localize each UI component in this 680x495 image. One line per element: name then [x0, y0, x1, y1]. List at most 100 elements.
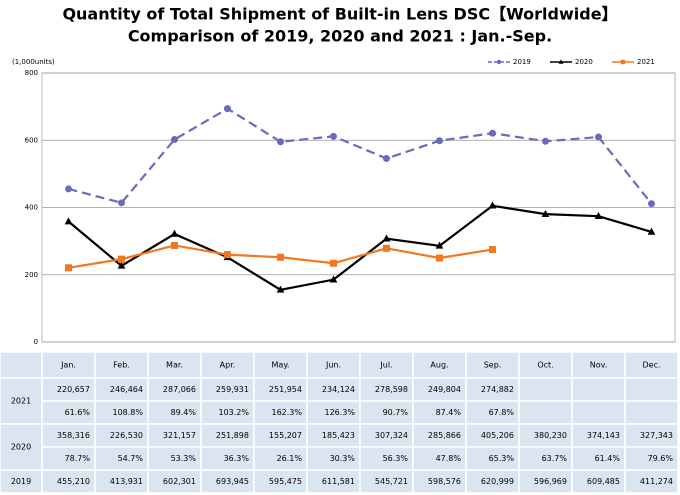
legend-marker [620, 59, 626, 65]
legend-label: 2019 [513, 58, 531, 66]
point [382, 234, 391, 242]
point [224, 105, 231, 113]
table-percent: 108.8% [112, 408, 143, 417]
table-value: 251,954 [269, 385, 302, 394]
point [383, 244, 390, 252]
table-cell [624, 351, 679, 379]
legend-label: 2021 [637, 58, 655, 66]
table-value: 287,066 [163, 385, 196, 394]
point [435, 241, 444, 249]
table-value: 405,206 [481, 431, 514, 440]
table-cell [571, 351, 626, 379]
point [276, 285, 285, 293]
table-value: 609,485 [587, 477, 620, 486]
point [329, 275, 338, 283]
y-tick-label: 0 [34, 338, 38, 346]
point [171, 241, 178, 249]
table-value: 249,804 [428, 385, 461, 394]
point [224, 251, 231, 259]
table-cell [94, 351, 149, 379]
y-tick-label: 400 [25, 204, 38, 212]
table-percent: 30.3% [330, 454, 356, 463]
table-value: 602,301 [163, 477, 196, 486]
table-value: 251,898 [216, 431, 249, 440]
table-percent: 79.6% [648, 454, 674, 463]
table-value: 595,475 [269, 477, 302, 486]
table-value: 693,945 [216, 477, 249, 486]
table-value: 374,143 [587, 431, 620, 440]
table-percent: 65.3% [489, 454, 515, 463]
y-tick-label: 800 [25, 69, 38, 77]
table-percent: 61.4% [595, 454, 621, 463]
point [541, 209, 550, 217]
chart-subtitle: Comparison of 2019, 2020 and 2021 : Jan.… [128, 27, 552, 46]
point [277, 138, 284, 146]
column-header: Mar. [166, 361, 183, 370]
table-value: 246,464 [110, 385, 143, 394]
table-value: 220,657 [57, 385, 90, 394]
row-label: 2020 [11, 443, 31, 452]
table-value: 611,581 [322, 477, 355, 486]
table-percent: 103.2% [218, 408, 249, 417]
table-cell [0, 377, 43, 425]
table-percent: 56.3% [383, 454, 409, 463]
column-header: Oct. [537, 361, 553, 370]
column-header: Jan. [60, 361, 76, 370]
point [595, 133, 602, 141]
point [117, 261, 126, 269]
table-percent: 54.7% [118, 454, 144, 463]
column-header: Jul. [379, 361, 392, 370]
table-percent: 63.7% [542, 454, 568, 463]
point [436, 137, 443, 145]
table-value: 234,124 [322, 385, 355, 394]
table-value: 545,721 [375, 477, 408, 486]
point [594, 211, 603, 219]
table-value: 226,530 [110, 431, 143, 440]
series-line [68, 107, 653, 205]
table-percent: 162.3% [271, 408, 302, 417]
column-header: Apr. [220, 361, 236, 370]
point [330, 132, 337, 140]
table-value: 620,999 [481, 477, 514, 486]
legend-label: 2020 [575, 58, 593, 66]
table-value: 380,230 [534, 431, 567, 440]
point [170, 229, 179, 237]
point [436, 254, 443, 262]
table-percent: 126.3% [324, 408, 355, 417]
table-cell [571, 377, 626, 402]
point [542, 137, 549, 145]
table-cell [412, 351, 467, 379]
chart-title: Quantity of Total Shipment of Built-in L… [62, 5, 617, 24]
table-cell [624, 400, 679, 425]
column-header: Jun. [325, 361, 341, 370]
table-value: 278,598 [375, 385, 408, 394]
y-tick-label: 600 [25, 136, 38, 144]
point [489, 129, 496, 137]
y-axis-label: (1,000units) [12, 58, 55, 66]
table-cell [518, 377, 573, 402]
table-value: 455,210 [57, 477, 90, 486]
legend-marker [558, 59, 564, 64]
table-percent: 36.3% [224, 454, 250, 463]
table-value: 185,423 [322, 431, 355, 440]
table-cell [147, 351, 202, 379]
point [64, 217, 73, 225]
table-value: 598,576 [428, 477, 461, 486]
column-header: Dec. [642, 361, 660, 370]
point [488, 201, 497, 209]
point [648, 200, 655, 208]
table-value: 285,866 [428, 431, 461, 440]
point [171, 135, 178, 143]
column-header: Aug. [430, 361, 448, 370]
table-percent: 87.4% [436, 408, 462, 417]
point [383, 155, 390, 163]
column-header: Sep. [484, 361, 502, 370]
table-cell [518, 400, 573, 425]
table-cell [624, 377, 679, 402]
column-header: Feb. [113, 361, 130, 370]
table-value: 596,969 [534, 477, 567, 486]
column-header: Nov. [590, 361, 608, 370]
point [118, 199, 125, 207]
table-percent: 53.3% [171, 454, 197, 463]
